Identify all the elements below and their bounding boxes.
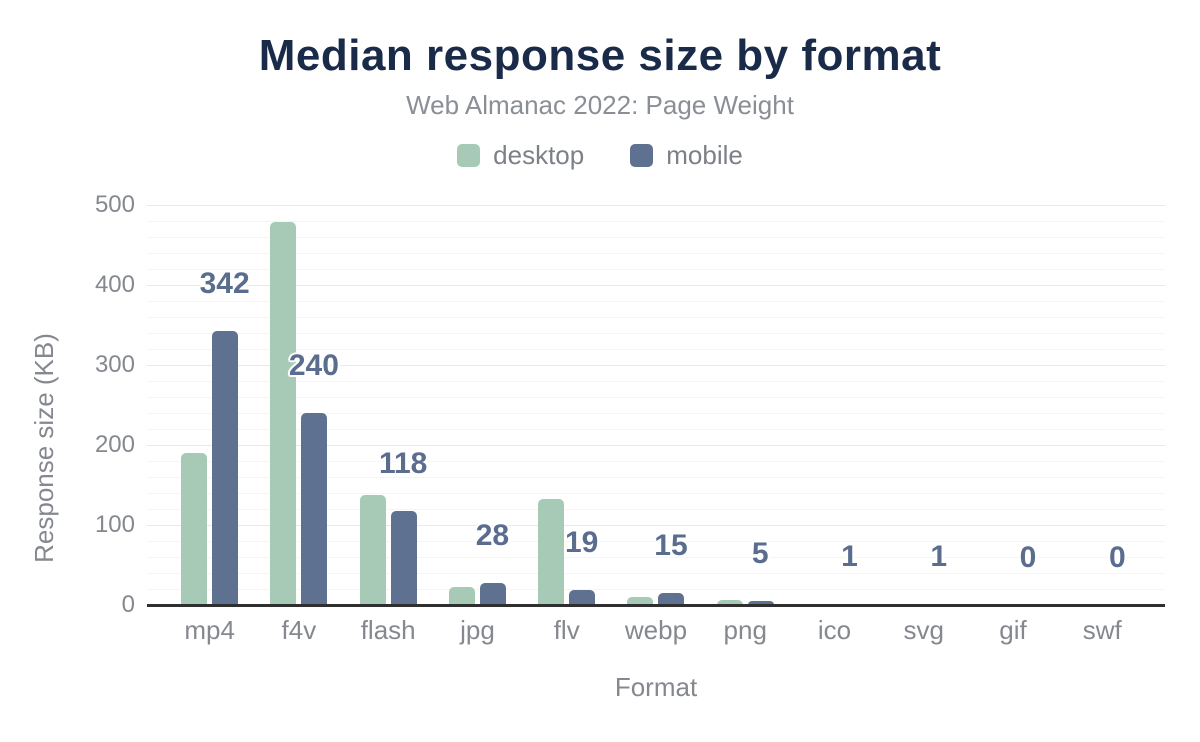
- data-label-f4v: 240: [288, 349, 339, 382]
- bar-flv-desktop[interactable]: [538, 498, 565, 605]
- y-tick-100: 100: [94, 511, 135, 538]
- x-tick-gif: gif: [999, 615, 1027, 645]
- gridline-440: [147, 253, 1165, 254]
- x-axis-line: [147, 604, 1165, 607]
- chart-title: Median response size by format: [258, 31, 942, 80]
- bar-flash-desktop[interactable]: [359, 494, 386, 605]
- x-tick-mp4: mp4: [184, 615, 235, 645]
- data-label-flash: 118: [378, 446, 428, 480]
- gridline-360: [147, 317, 1165, 318]
- gridline-180: [147, 461, 1165, 462]
- bar-group-f4v: 240: [254, 205, 343, 605]
- gridline-460: [147, 237, 1165, 238]
- bar-png-desktop[interactable]: [716, 600, 743, 605]
- gridline-60: [147, 557, 1165, 558]
- gridline-120: [147, 509, 1165, 510]
- bar-f4v-desktop[interactable]: [270, 221, 297, 605]
- bar-jpg-mobile[interactable]: [479, 582, 506, 605]
- bar-group-mp4: 342: [165, 205, 254, 605]
- gridline-100: [147, 525, 1165, 526]
- gridline-320: [147, 349, 1165, 350]
- bar-group-png: 5: [701, 205, 790, 605]
- gridline-80: [147, 541, 1165, 542]
- y-axis-tick-labels: 0 100 200 300 400 500: [95, 192, 1165, 618]
- data-label-png: 5: [751, 537, 769, 570]
- bar-groups: 342 240 118 28 19 15 5 1 1 0 0: [147, 205, 1165, 605]
- gridline-160: [147, 477, 1165, 478]
- y-tick-300: 300: [94, 351, 135, 378]
- gridline-300: [147, 365, 1165, 366]
- x-tick-flv: flv: [553, 615, 580, 645]
- data-label-flv: 19: [565, 525, 599, 559]
- plot-area: 0 100 200 300 400 500 342 240 118 28 19 15 5 1 1 0 0 mp…: [95, 192, 1165, 643]
- data-label-ico: 1: [841, 540, 858, 574]
- legend-item-desktop[interactable]: desktop: [457, 142, 584, 168]
- bar-mp4-desktop[interactable]: [181, 453, 208, 605]
- legend-label-desktop: desktop: [493, 140, 585, 170]
- gridline-400: [147, 285, 1165, 286]
- bar-group-webp: 15: [611, 205, 700, 605]
- gridline-480: [147, 221, 1165, 222]
- chart-subtitle: Web Almanac 2022: Page Weight: [406, 90, 794, 120]
- data-label-svg: 1: [930, 540, 948, 574]
- y-tick-200: 200: [94, 431, 135, 458]
- bar-group-svg: 1: [879, 205, 968, 605]
- legend-label-mobile: mobile: [666, 140, 743, 170]
- bar-flash-mobile[interactable]: [390, 510, 417, 605]
- bar-mp4-mobile[interactable]: [212, 331, 239, 605]
- bar-group-flv: 19: [522, 205, 611, 605]
- x-tick-jpg: jpg: [460, 615, 495, 645]
- bar-group-ico: 1: [790, 205, 879, 605]
- bar-webp-desktop[interactable]: [627, 597, 654, 605]
- legend-item-mobile[interactable]: mobile: [630, 142, 743, 168]
- legend-swatch-mobile: [630, 143, 654, 167]
- legend: desktop mobile: [0, 142, 1200, 168]
- gridline-240: [147, 413, 1165, 414]
- gridline-500: [147, 205, 1165, 206]
- bar-group-flash: 118: [344, 205, 433, 605]
- x-tick-f4v: f4v: [281, 615, 317, 645]
- gridline-280: [147, 381, 1165, 382]
- x-tick-ico: ico: [817, 615, 852, 645]
- x-axis-tick-labels: mp4 f4v flash jpg flv webp png ico svg gif swf: [147, 617, 1165, 643]
- x-tick-flash: flash: [360, 615, 416, 645]
- x-tick-svg: svg: [903, 615, 944, 645]
- x-tick-swf: swf: [1082, 615, 1122, 645]
- x-axis-title: Format: [614, 672, 698, 702]
- bar-group-swf: 0: [1058, 205, 1147, 605]
- legend-swatch-desktop: [457, 143, 481, 167]
- data-label-webp: 15: [654, 529, 688, 562]
- data-label-mp4: 342: [199, 267, 250, 301]
- bar-webp-mobile[interactable]: [658, 593, 685, 605]
- bar-png-mobile[interactable]: [747, 601, 774, 605]
- bar-f4v-mobile[interactable]: [301, 413, 328, 605]
- y-tick-500: 500: [94, 191, 135, 218]
- bar-group-jpg: 28: [433, 205, 522, 605]
- bar-group-gif: 0: [968, 205, 1057, 605]
- bar-jpg-desktop[interactable]: [448, 587, 475, 605]
- y-axis-title: Response size (KB): [29, 333, 59, 563]
- gridline-220: [147, 429, 1165, 430]
- y-tick-400: 400: [94, 271, 135, 298]
- data-label-jpg: 28: [475, 518, 510, 552]
- gridline-340: [147, 333, 1165, 334]
- gridline-140: [147, 493, 1165, 494]
- y-tick-0: 0: [121, 591, 135, 618]
- gridline-200: [147, 445, 1165, 446]
- gridline-380: [147, 301, 1165, 302]
- data-label-swf: 0: [1108, 541, 1126, 574]
- gridline-260: [147, 397, 1165, 398]
- gridline-20: [147, 589, 1165, 590]
- x-tick-png: png: [723, 615, 767, 645]
- gridline-40: [147, 573, 1165, 574]
- x-tick-webp: webp: [624, 615, 688, 645]
- data-label-gif: 0: [1019, 541, 1037, 574]
- bar-flv-mobile[interactable]: [569, 589, 596, 605]
- gridline-420: [147, 269, 1165, 270]
